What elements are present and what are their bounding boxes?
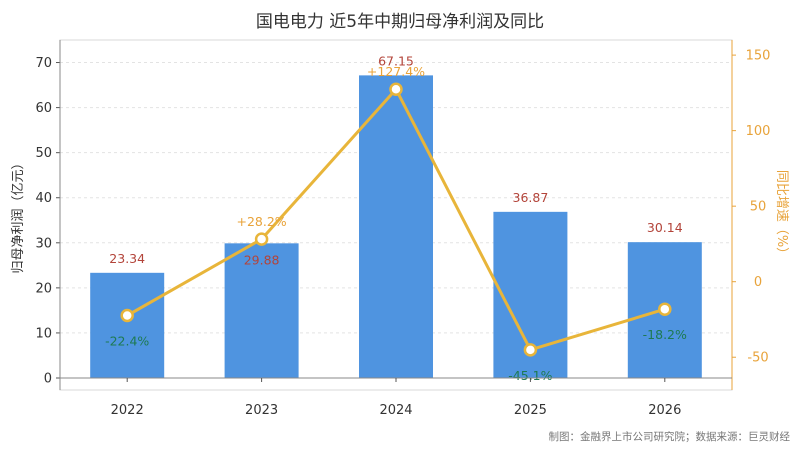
- y2-tick-label: -50: [747, 351, 768, 366]
- yoy-value-label: +127.4%: [367, 64, 425, 79]
- yoy-value-label: -18.2%: [643, 327, 687, 342]
- y-tick-label: 60: [35, 101, 52, 116]
- y-tick-label: 40: [35, 191, 52, 206]
- x-tick-label: 2025: [514, 403, 547, 418]
- y2-axis-label: 同比增速（%）: [774, 170, 789, 260]
- data-labels: 23.34 29.88 67.15 36.87 30.14 -22.4% +28.2% +12…: [105, 53, 687, 382]
- axes: 0 10 20 30 40 50 60 70 -50 0 50 100 150 2022 2023 2024 2…: [35, 40, 770, 418]
- yoy-line: [120, 82, 672, 357]
- bar-value-label: 36.87: [513, 190, 549, 205]
- y2-tick-label: 150: [746, 49, 771, 64]
- x-tick-label: 2023: [245, 403, 278, 418]
- chart-title: 国电电力 近5年中期归母净利润及同比: [256, 12, 544, 32]
- y2-tick-label: 50: [750, 200, 767, 215]
- bar: [359, 75, 433, 379]
- x-tick-label: 2024: [379, 403, 412, 418]
- x-tick-label: 2022: [111, 403, 144, 418]
- bar: [224, 243, 299, 378]
- y-axis-label: 归母净利润（亿元）: [11, 156, 26, 273]
- y2-tick-label: 0: [754, 275, 762, 290]
- y2-tick-label: 100: [746, 124, 771, 139]
- y-tick-label: 70: [35, 56, 52, 71]
- yoy-point: [523, 343, 538, 357]
- bar-value-label: 67.15: [378, 53, 414, 68]
- yoy-value-label: -22.4%: [105, 334, 149, 349]
- y-tick-label: 10: [35, 326, 52, 341]
- yoy-point: [658, 302, 672, 316]
- y-tick-label: 20: [35, 281, 52, 296]
- bar-value-label: 30.14: [647, 220, 683, 235]
- x-tick-label: 2026: [648, 403, 681, 418]
- y-tick-label: 30: [35, 236, 52, 251]
- bar: [90, 272, 165, 378]
- y-tick-label: 0: [44, 372, 52, 387]
- y-tick-label: 50: [35, 146, 52, 161]
- yoy-value-label: +28.2%: [237, 214, 287, 229]
- footer-source: 制图：金融界上市公司研究院；数据来源：巨灵财经: [549, 430, 791, 443]
- bar-value-label: 29.88: [244, 252, 280, 267]
- yoy-point: [389, 82, 403, 96]
- yoy-value-label: -45.1%: [508, 368, 552, 383]
- yoy-point: [120, 308, 134, 323]
- bars: [90, 75, 702, 379]
- yoy-point: [254, 232, 269, 246]
- bar-value-label: 23.34: [109, 251, 145, 266]
